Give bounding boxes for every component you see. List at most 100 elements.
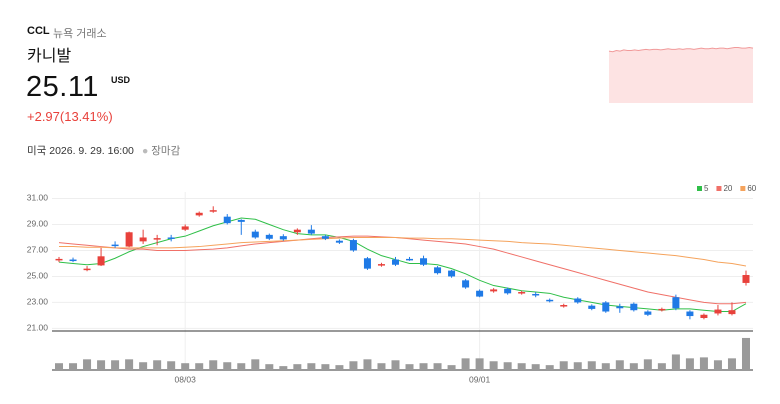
- sparkline-line: [608, 46, 754, 53]
- candle-body: [700, 314, 708, 319]
- volume-bar: [251, 359, 260, 370]
- volume-bar: [615, 360, 624, 370]
- candle-body: [111, 244, 119, 247]
- candle-body: [125, 232, 133, 247]
- volume-bar: [601, 363, 610, 370]
- price-change: +2.97(13.41%): [27, 109, 113, 124]
- volume-bar: [643, 359, 652, 370]
- volume-bar: [83, 359, 92, 370]
- candle-body: [181, 226, 189, 230]
- volume-bar: [699, 357, 708, 370]
- candle-body: [560, 305, 568, 307]
- volume-bar: [69, 363, 78, 370]
- market-status: ● 장마감: [142, 145, 181, 157]
- legend-label: 5: [704, 184, 709, 193]
- candle-body: [139, 237, 147, 242]
- candle-body: [644, 311, 652, 315]
- stock-name: 카니발: [27, 48, 72, 65]
- candle-body: [434, 267, 442, 274]
- volume-bar: [195, 363, 204, 370]
- y-tick-label: 23.00: [27, 297, 49, 307]
- volume-bar: [433, 363, 442, 370]
- volume-bar: [503, 362, 512, 370]
- candle-body: [462, 280, 470, 288]
- volume-bar: [265, 364, 274, 370]
- volume-bar: [391, 360, 400, 370]
- candle-body: [602, 302, 610, 312]
- volume-bar: [587, 361, 596, 370]
- legend-swatch: [740, 186, 746, 191]
- volume-bar: [461, 358, 470, 370]
- candle-body: [251, 231, 259, 238]
- price: 25.11: [26, 71, 99, 103]
- volume-bar: [167, 361, 176, 370]
- candle-body: [223, 216, 231, 224]
- candle-body: [83, 268, 91, 271]
- candle-body: [420, 258, 428, 265]
- volume-bar: [559, 361, 568, 370]
- market-status-text: 장마감: [151, 145, 181, 157]
- volume-bar: [475, 358, 484, 370]
- legend-swatch: [716, 186, 722, 191]
- volume-bar: [727, 358, 736, 370]
- candle-body: [532, 293, 540, 296]
- volume-bar: [293, 364, 302, 370]
- candle-body: [167, 237, 175, 239]
- volume-bar: [685, 358, 694, 370]
- candle-body: [742, 275, 750, 283]
- candle-body: [574, 298, 582, 303]
- volume-bar: [237, 363, 246, 370]
- exchange: 뉴욕 거래소: [53, 28, 107, 40]
- volume-bar: [713, 360, 722, 370]
- volume-bar: [629, 363, 638, 370]
- volume-bar: [671, 354, 680, 370]
- ma-line: [58, 217, 747, 313]
- y-tick-label: 27.00: [27, 245, 49, 255]
- candle-body: [476, 290, 484, 297]
- volume-bar: [125, 359, 134, 370]
- volume-bar: [419, 363, 428, 370]
- volume-bar: [741, 337, 750, 370]
- volume-bar: [321, 364, 330, 370]
- volume-bar: [111, 360, 120, 370]
- ma-line: [58, 235, 747, 305]
- volume-bar: [223, 362, 232, 370]
- candle-body: [714, 309, 722, 314]
- volume-bar: [489, 361, 498, 370]
- legend-swatch: [697, 186, 702, 191]
- sparkline-area: [609, 47, 753, 103]
- candle-body: [448, 270, 456, 277]
- candle-body: [307, 229, 315, 234]
- volume-bar: [531, 364, 540, 370]
- candle-body: [153, 238, 161, 240]
- volume-bar: [657, 363, 666, 370]
- legend-label: 20: [723, 184, 732, 193]
- candle-body: [672, 297, 680, 309]
- candle-body: [349, 240, 357, 251]
- volume-bar: [97, 360, 106, 370]
- candle-body: [616, 306, 624, 309]
- y-tick-label: 31.00: [27, 193, 49, 203]
- currency: USD: [111, 75, 131, 85]
- timestamp: 미국 2026. 9. 29. 16:00: [27, 145, 134, 157]
- candle-body: [363, 258, 371, 269]
- y-tick-label: 29.00: [27, 219, 49, 229]
- volume-bar: [517, 363, 526, 370]
- volume-bar: [209, 360, 218, 370]
- candle-body: [406, 258, 414, 261]
- volume-bar: [181, 363, 190, 370]
- candle-body: [209, 210, 217, 212]
- volume-bar: [307, 363, 316, 370]
- legend-label: 60: [747, 184, 756, 193]
- candle-body: [279, 236, 287, 240]
- ticker: CCL: [27, 25, 50, 37]
- volume-bar: [377, 363, 386, 370]
- candle-body: [728, 310, 736, 315]
- x-tick-label: 08/03: [175, 374, 197, 384]
- candle-body: [490, 289, 498, 292]
- candle-body: [321, 236, 329, 239]
- volume-bar: [349, 361, 358, 370]
- candle-body: [97, 256, 105, 266]
- candle-body: [293, 229, 301, 233]
